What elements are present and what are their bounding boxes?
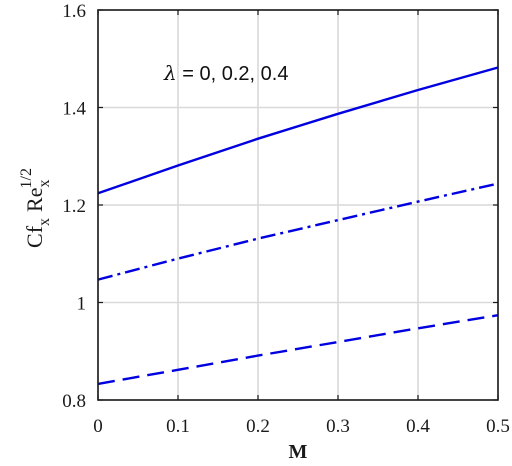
- y-tick-label: 1: [77, 294, 87, 315]
- y-tick-label: 0.8: [62, 391, 86, 412]
- y-tick-label: 1.2: [62, 196, 86, 217]
- x-tick-label: 0.1: [166, 416, 190, 437]
- series-line-dashed: [97, 314, 499, 386]
- x-tick-label: 0.3: [326, 416, 350, 437]
- lambda-symbol: λ: [163, 61, 177, 85]
- x-axis-label: M: [289, 441, 308, 463]
- y-label-cf: Cf: [22, 225, 47, 248]
- grid-layer: [97, 9, 499, 401]
- lambda-annotation: λ = 0, 0.2, 0.4: [163, 61, 288, 85]
- y-label-re-sub: x: [36, 180, 53, 188]
- x-tick-label: 0.2: [246, 416, 270, 437]
- x-tick-label: 0: [93, 416, 103, 437]
- lambda-values: = 0, 0.2, 0.4: [177, 63, 289, 85]
- y-label-re-sup: 1/2: [18, 168, 35, 188]
- y-tick-label: 1.4: [62, 99, 86, 120]
- ticks-layer: [97, 9, 499, 401]
- y-label-re: Re: [22, 188, 47, 212]
- y-axis-label: CfxRex1/2: [18, 168, 53, 248]
- y-label-cf-sub: x: [36, 218, 53, 226]
- y-tick-label: 1.6: [62, 1, 86, 22]
- series-layer: [97, 66, 499, 386]
- series-line-dashdot: [97, 182, 499, 281]
- y-tick-labels: 0.8 1 1.2 1.4 1.6: [62, 1, 86, 412]
- x-tick-label: 0.5: [486, 416, 510, 437]
- x-tick-label: 0.4: [406, 416, 430, 437]
- series-line-solid: [97, 66, 499, 195]
- x-tick-labels: 0 0.1 0.2 0.3 0.4 0.5: [93, 416, 510, 437]
